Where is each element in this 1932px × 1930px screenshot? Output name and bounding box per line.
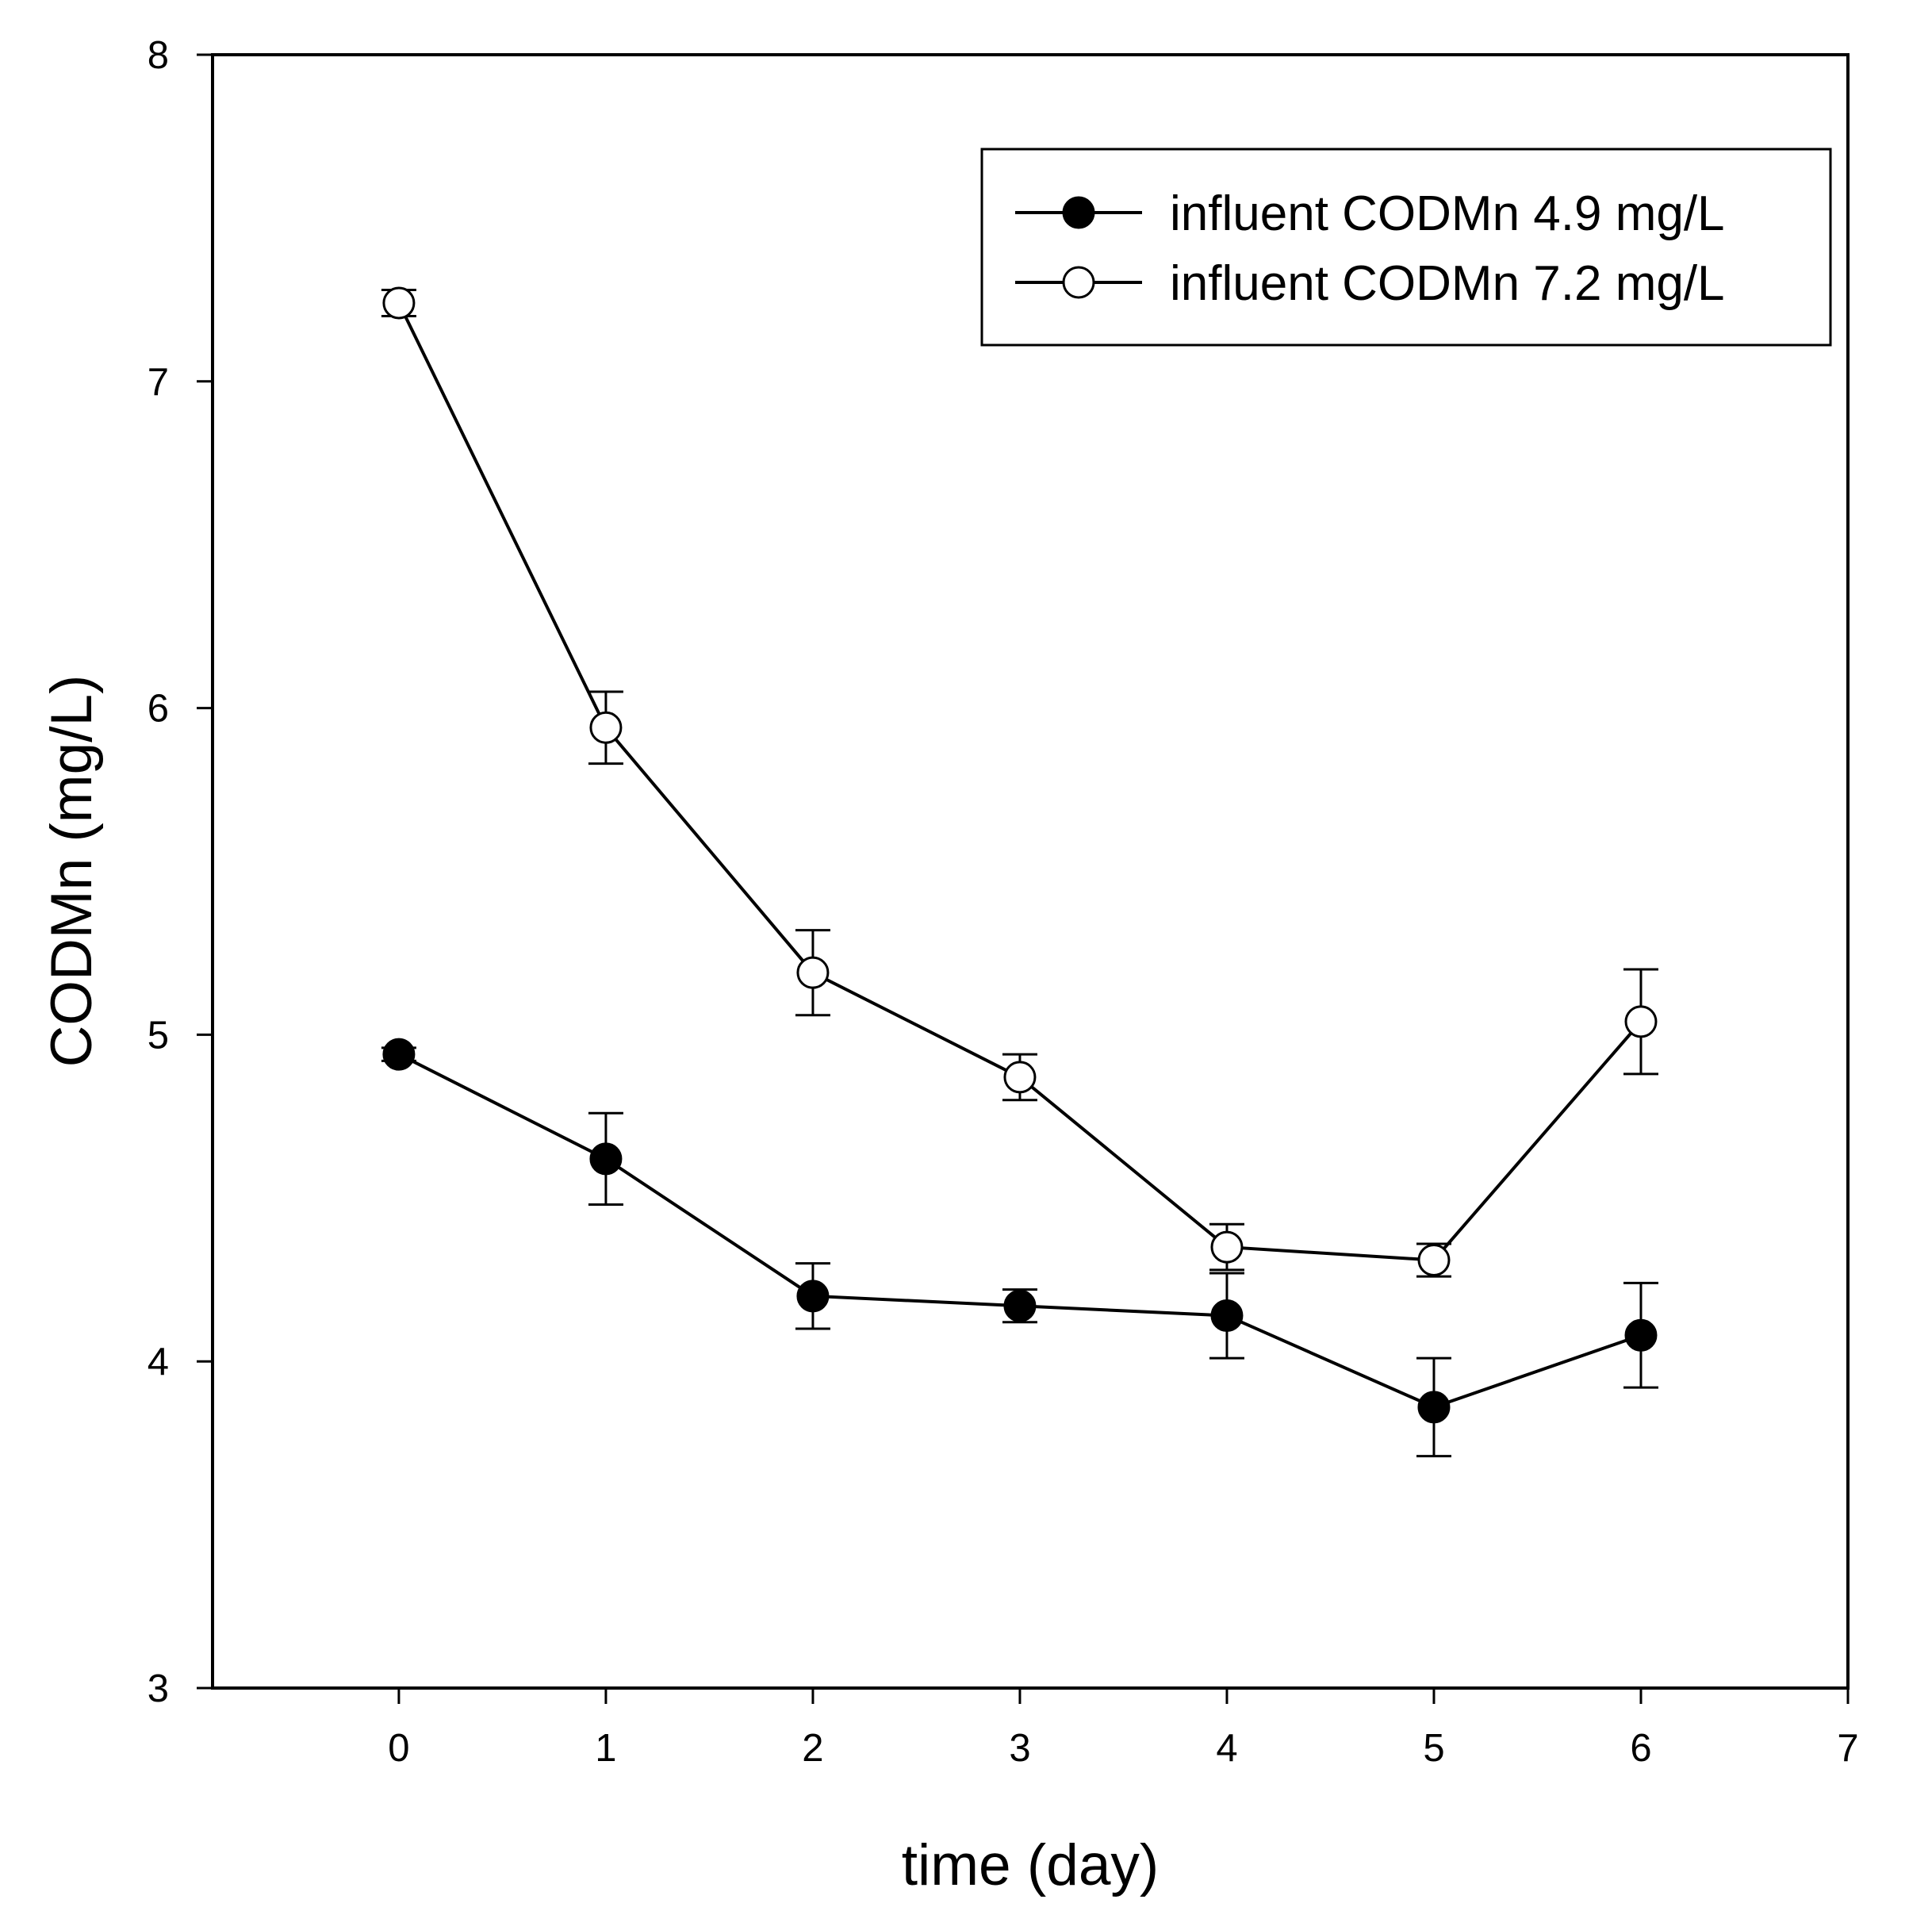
series-2-point-1: [589, 711, 623, 744]
series-2-point-2: [796, 956, 830, 989]
x-tick-label-3: 3: [1009, 1727, 1030, 1770]
series-1-point-0: [382, 1038, 416, 1071]
y-tick-label-2: 5: [148, 1014, 169, 1057]
series-1-line: [398, 1053, 1642, 1409]
x-tick-label-2: 2: [802, 1727, 823, 1770]
x-tick-label-0: 0: [388, 1727, 409, 1770]
series-1-point-3: [1003, 1289, 1037, 1322]
series-2-line: [397, 302, 1643, 1262]
series-2-point-4: [1210, 1230, 1244, 1264]
y-tick-label-0: 3: [148, 1667, 169, 1710]
series-1-point-5: [1417, 1391, 1451, 1424]
series-1: [381, 1038, 1658, 1458]
legend-marker-open: [1062, 266, 1095, 299]
series-1-point-6: [1624, 1318, 1658, 1352]
series-2-point-3: [1003, 1061, 1037, 1094]
legend-label-series-1: influent CODMn 4.9 mg/L: [1170, 186, 1725, 241]
series-1-point-1: [589, 1142, 623, 1176]
series-layer: [381, 286, 1658, 1458]
series-2-point-0: [382, 286, 416, 320]
y-tick-label-3: 6: [148, 688, 169, 731]
x-tick-label-4: 4: [1216, 1727, 1237, 1770]
x-tick-label-6: 6: [1630, 1727, 1651, 1770]
x-tick-label-7: 7: [1837, 1727, 1858, 1770]
y-tick-label-5: 8: [148, 34, 169, 77]
legend: influent CODMn 4.9 mg/L influent CODMn 7…: [980, 148, 1832, 347]
legend-box: [980, 148, 1832, 347]
legend-marker-filled: [1062, 196, 1095, 229]
series-1-point-4: [1210, 1299, 1244, 1333]
y-tick-label-1: 4: [148, 1341, 169, 1383]
x-tick-label-5: 5: [1423, 1727, 1444, 1770]
series-2-point-5: [1417, 1244, 1451, 1277]
series-2: [381, 286, 1658, 1278]
series-1-point-2: [796, 1280, 830, 1313]
x-tick-label-1: 1: [595, 1727, 616, 1770]
y-axis-title: CODMn (mg/L): [40, 675, 104, 1068]
x-axis-ticks: 0 1 2 3 4 5 6 7: [388, 1688, 1859, 1770]
y-tick-label-4: 7: [148, 361, 169, 404]
x-axis-title: time (day): [902, 1833, 1160, 1897]
plot-area: [211, 53, 1850, 1690]
legend-label-series-2: influent CODMn 7.2 mg/L: [1170, 256, 1725, 311]
series-2-point-6: [1624, 1005, 1658, 1038]
y-axis-ticks: 3 4 5 6 7 8: [148, 34, 213, 1710]
